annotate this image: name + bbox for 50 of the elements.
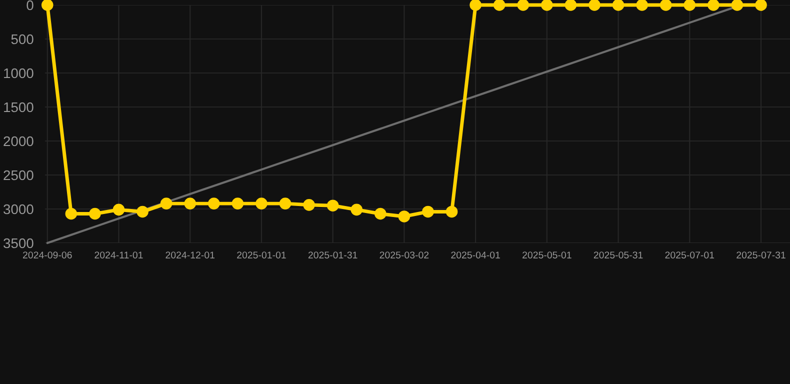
y-tick-label: 2000 xyxy=(4,136,34,146)
point xyxy=(279,198,292,210)
point xyxy=(660,0,672,11)
point xyxy=(89,208,101,220)
point xyxy=(184,198,196,210)
point xyxy=(564,0,577,11)
point xyxy=(422,206,434,218)
point xyxy=(636,0,648,11)
x-tick-label: 2025-07-01 xyxy=(665,252,714,258)
point xyxy=(541,0,553,11)
x-tick-label: 2024-11-01 xyxy=(94,252,143,258)
point xyxy=(65,208,78,220)
point xyxy=(232,198,244,210)
x-tick-label: 2025-07-31 xyxy=(736,252,786,258)
point xyxy=(374,208,386,220)
point xyxy=(708,0,720,11)
point xyxy=(326,200,339,212)
point xyxy=(517,0,530,11)
x-tick-label: 2025-04-01 xyxy=(451,252,500,258)
point xyxy=(112,204,125,216)
x-tick-label: 2024-09-06 xyxy=(23,252,72,258)
x-tick-label: 2025-01-01 xyxy=(237,252,286,258)
point xyxy=(731,0,744,11)
point xyxy=(755,0,767,11)
point xyxy=(256,198,268,210)
point xyxy=(208,198,220,210)
point xyxy=(303,199,315,211)
y-tick-label: 3500 xyxy=(4,238,34,248)
y-tick-label: 1000 xyxy=(4,68,34,78)
point xyxy=(398,210,410,222)
x-tick-label: 2024-12-01 xyxy=(166,252,214,258)
point xyxy=(136,206,148,218)
x-tick-label: 2025-01-31 xyxy=(308,252,358,258)
point xyxy=(446,206,458,218)
y-tick-label: 1500 xyxy=(4,102,34,112)
point xyxy=(684,0,696,11)
point xyxy=(160,198,172,210)
point xyxy=(588,0,600,11)
y-tick-label: 500 xyxy=(11,34,34,44)
x-tick-label: 2025-05-31 xyxy=(594,252,643,258)
point xyxy=(612,0,624,11)
x-tick-label: 2025-03-02 xyxy=(380,252,429,258)
y-tick-label: 3000 xyxy=(4,204,34,214)
y-tick-label: 2500 xyxy=(4,170,34,180)
point xyxy=(493,0,506,11)
point xyxy=(41,0,54,11)
x-tick-label: 2025-05-01 xyxy=(522,252,572,258)
point xyxy=(350,204,363,216)
point xyxy=(470,0,482,11)
y-tick-label: 0 xyxy=(26,0,34,10)
